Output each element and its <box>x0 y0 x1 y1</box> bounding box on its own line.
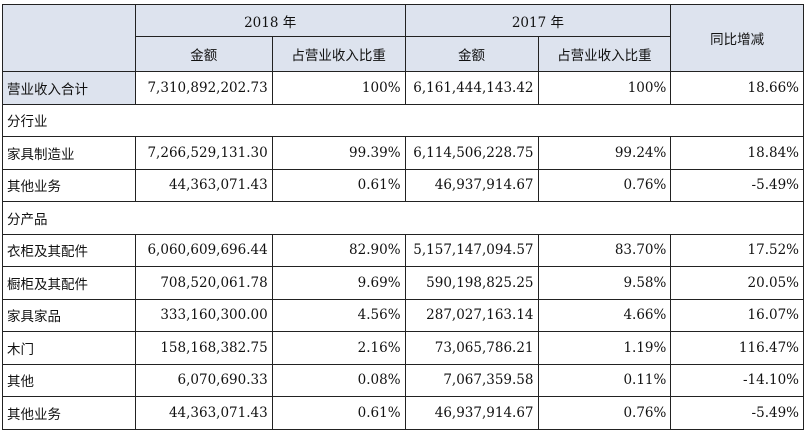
table-row: 家具制造业 7,266,529,131.30 99.39% 6,114,506,… <box>2 136 804 170</box>
yoy-change: 18.66% <box>670 71 804 105</box>
table-row: 衣柜及其配件 6,060,609,696.44 82.90% 5,157,147… <box>2 233 804 267</box>
ratio-2017: 83.70% <box>537 233 672 267</box>
table-row: 其他业务 44,363,071.43 0.61% 46,937,914.67 0… <box>2 168 804 202</box>
header-ratio-2017: 占营业收入比重 <box>537 36 672 72</box>
yoy-change: -5.49% <box>670 396 804 430</box>
header-year-2017: 2017 年 <box>404 4 672 37</box>
yoy-change: 116.47% <box>670 331 804 365</box>
ratio-2018: 0.61% <box>271 168 406 202</box>
amount-2018: 7,310,892,202.73 <box>134 71 273 105</box>
ratio-2018: 0.61% <box>271 396 406 430</box>
row-label: 营业收入合计 <box>2 71 136 105</box>
amount-2018: 708,520,061.78 <box>134 266 273 300</box>
table-row: 其他业务 44,363,071.43 0.61% 46,937,914.67 0… <box>2 396 804 430</box>
row-label: 家具制造业 <box>2 136 136 170</box>
amount-2017: 287,027,163.14 <box>404 298 539 332</box>
yoy-change: -14.10% <box>670 363 804 397</box>
revenue-table: 2018 年 2017 年 同比增减 金额 占营业收入比重 金额 占营业收入比重… <box>2 4 804 430</box>
row-label: 其他 <box>2 363 136 397</box>
amount-2017: 7,067,359.58 <box>404 363 539 397</box>
amount-2017: 6,161,444,143.42 <box>404 71 539 105</box>
ratio-2018: 4.56% <box>271 298 406 332</box>
ratio-2017: 99.24% <box>537 136 672 170</box>
ratio-2018: 9.69% <box>271 266 406 300</box>
amount-2018: 6,060,609,696.44 <box>134 233 273 267</box>
row-label: 橱柜及其配件 <box>2 266 136 300</box>
header-ratio-2018: 占营业收入比重 <box>271 36 406 72</box>
table-row: 家具家品 333,160,300.00 4.56% 287,027,163.14… <box>2 298 804 332</box>
ratio-2017: 0.76% <box>537 168 672 202</box>
amount-2017: 46,937,914.67 <box>404 168 539 202</box>
ratio-2018: 2.16% <box>271 331 406 365</box>
header-year-2018: 2018 年 <box>134 4 406 37</box>
row-label: 其他业务 <box>2 396 136 430</box>
ratio-2018: 100% <box>271 71 406 105</box>
ratio-2017: 1.19% <box>537 331 672 365</box>
table-row: 橱柜及其配件 708,520,061.78 9.69% 590,198,825.… <box>2 266 804 300</box>
table-row-total: 营业收入合计 7,310,892,202.73 100% 6,161,444,1… <box>2 71 804 105</box>
ratio-2018: 99.39% <box>271 136 406 170</box>
ratio-2018: 0.08% <box>271 363 406 397</box>
ratio-2017: 9.58% <box>537 266 672 300</box>
header-amount-2017: 金额 <box>404 36 539 72</box>
amount-2017: 73,065,786.21 <box>404 331 539 365</box>
ratio-2018: 82.90% <box>271 233 406 267</box>
amount-2018: 7,266,529,131.30 <box>134 136 273 170</box>
header-amount-2018: 金额 <box>134 36 273 72</box>
header-blank-cell <box>2 4 136 72</box>
header-yoy: 同比增减 <box>670 4 804 72</box>
table-row: 木门 158,168,382.75 2.16% 73,065,786.21 1.… <box>2 331 804 365</box>
amount-2018: 158,168,382.75 <box>134 331 273 365</box>
row-label: 其他业务 <box>2 168 136 202</box>
amount-2017: 590,198,825.25 <box>404 266 539 300</box>
table-row: 其他 6,070,690.33 0.08% 7,067,359.58 0.11%… <box>2 363 804 397</box>
row-label: 衣柜及其配件 <box>2 233 136 267</box>
amount-2017: 5,157,147,094.57 <box>404 233 539 267</box>
amount-2017: 6,114,506,228.75 <box>404 136 539 170</box>
amount-2018: 333,160,300.00 <box>134 298 273 332</box>
section-label: 分产品 <box>2 201 804 235</box>
yoy-change: 20.05% <box>670 266 804 300</box>
section-row-industry: 分行业 <box>2 103 804 137</box>
ratio-2017: 0.11% <box>537 363 672 397</box>
ratio-2017: 100% <box>537 71 672 105</box>
amount-2017: 46,937,914.67 <box>404 396 539 430</box>
ratio-2017: 4.66% <box>537 298 672 332</box>
yoy-change: 18.84% <box>670 136 804 170</box>
amount-2018: 44,363,071.43 <box>134 168 273 202</box>
yoy-change: -5.49% <box>670 168 804 202</box>
yoy-change: 17.52% <box>670 233 804 267</box>
amount-2018: 44,363,071.43 <box>134 396 273 430</box>
section-label: 分行业 <box>2 103 804 137</box>
section-row-product: 分产品 <box>2 201 804 235</box>
ratio-2017: 0.76% <box>537 396 672 430</box>
row-label: 家具家品 <box>2 298 136 332</box>
row-label: 木门 <box>2 331 136 365</box>
amount-2018: 6,070,690.33 <box>134 363 273 397</box>
yoy-change: 16.07% <box>670 298 804 332</box>
